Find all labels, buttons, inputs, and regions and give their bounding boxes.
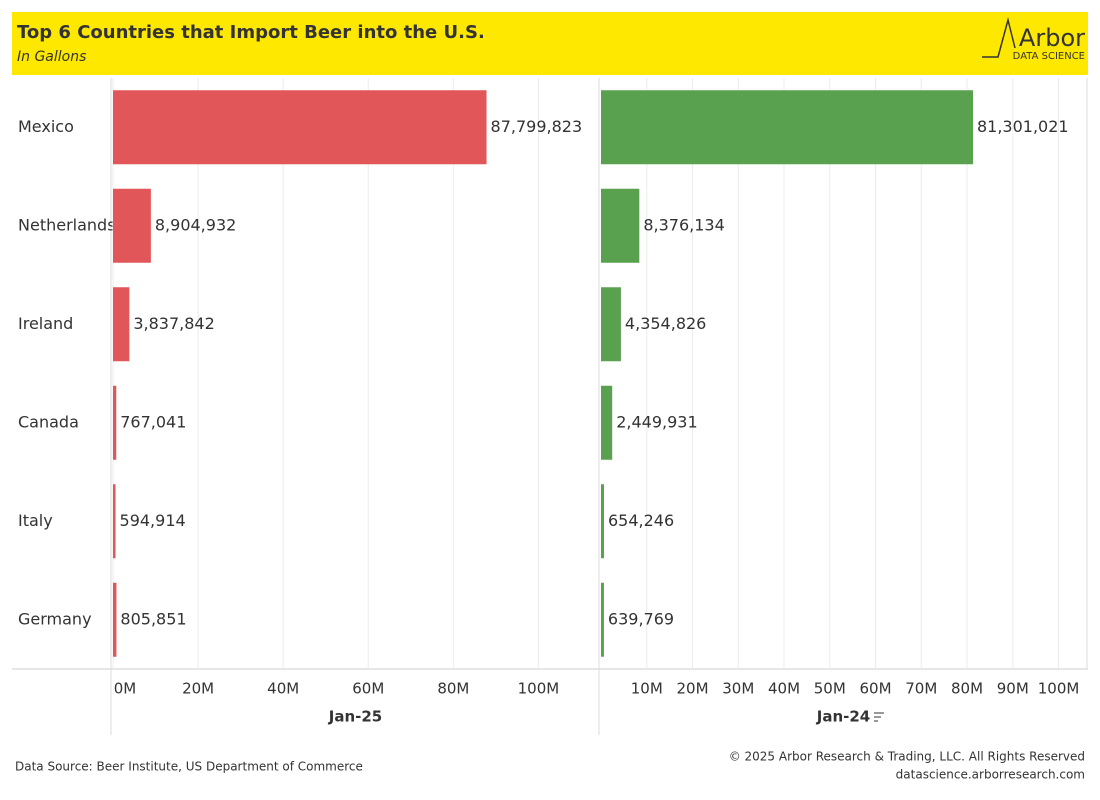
website: datascience.arborresearch.com [896, 768, 1085, 782]
value-label: 805,851 [120, 609, 186, 628]
value-label: 594,914 [120, 511, 186, 530]
category-label: Ireland [18, 314, 73, 333]
x-tick-label: 40M [267, 680, 299, 698]
value-label: 4,354,826 [625, 314, 706, 333]
header-band [12, 12, 1088, 75]
category-label: Canada [18, 412, 79, 431]
source: Data Source: Beer Institute, US Departme… [15, 760, 363, 774]
sort-icon[interactable] [874, 712, 884, 722]
logo-sub: DATA SCIENCE [1013, 51, 1085, 62]
x-tick-label: 100M [518, 680, 560, 698]
bar [601, 385, 613, 460]
bar [601, 90, 973, 165]
x-tick-label: 80M [437, 680, 469, 698]
x-tick-label: 30M [722, 680, 754, 698]
bar [113, 188, 151, 263]
x-tick-label: 40M [768, 680, 800, 698]
x-tick-label: 100M [1038, 680, 1080, 698]
x-tick-label: 0M [114, 680, 137, 698]
title: Top 6 Countries that Import Beer into th… [17, 22, 485, 43]
bar [113, 385, 117, 460]
axis-title: Jan-24 [816, 708, 870, 726]
value-label: 639,769 [608, 609, 674, 628]
value-label: 8,904,932 [155, 215, 236, 234]
value-label: 2,449,931 [616, 412, 697, 431]
bar [113, 90, 487, 165]
x-tick-label: 20M [182, 680, 214, 698]
category-label: Italy [18, 511, 53, 530]
value-label: 81,301,021 [977, 117, 1069, 136]
x-tick-label: 50M [814, 680, 846, 698]
logo: Arbor [1019, 24, 1085, 52]
category-label: Germany [18, 609, 92, 628]
bar [113, 582, 117, 657]
axis-title: Jan-25 [328, 708, 382, 726]
subtitle: In Gallons [17, 49, 86, 65]
value-label: 87,799,823 [491, 117, 583, 136]
copyright: © 2025 Arbor Research & Trading, LLC. Al… [729, 750, 1085, 764]
bar [113, 287, 130, 362]
x-tick-label: 10M [631, 680, 663, 698]
value-label: 3,837,842 [133, 314, 214, 333]
bar [601, 484, 604, 559]
bar [113, 484, 116, 559]
value-label: 767,041 [120, 412, 186, 431]
x-tick-label: 60M [860, 680, 892, 698]
value-label: 8,376,134 [643, 215, 724, 234]
bar [601, 188, 640, 263]
category-label: Mexico [18, 117, 74, 136]
x-tick-label: 70M [905, 680, 937, 698]
x-tick-label: 80M [951, 680, 983, 698]
logo-mark [982, 17, 1016, 58]
x-tick-label: 60M [352, 680, 384, 698]
bar [601, 287, 621, 362]
category-label: Netherlands [18, 215, 116, 234]
bar [601, 582, 604, 657]
x-tick-label: 90M [997, 680, 1029, 698]
x-tick-label: 20M [676, 680, 708, 698]
value-label: 654,246 [608, 511, 674, 530]
